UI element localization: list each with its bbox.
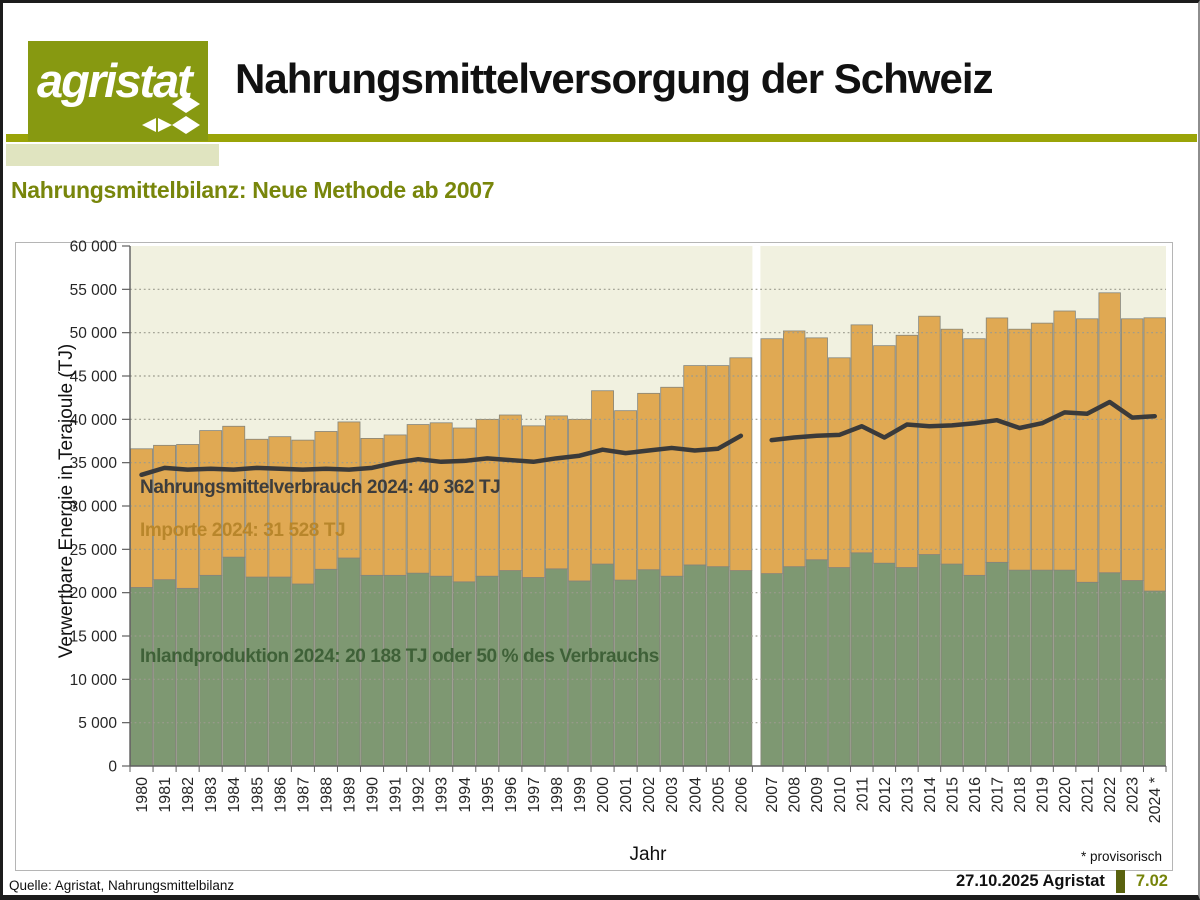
svg-text:1982: 1982 [180, 777, 197, 813]
svg-text:1994: 1994 [457, 777, 474, 813]
svg-text:1983: 1983 [203, 777, 220, 813]
svg-text:2015: 2015 [944, 777, 961, 813]
svg-text:2010: 2010 [832, 777, 849, 813]
svg-text:1996: 1996 [503, 777, 520, 813]
annotation-production: Inlandproduktion 2024: 20 188 TJ oder 50… [140, 646, 659, 667]
svg-text:2009: 2009 [809, 777, 826, 813]
svg-text:10 000: 10 000 [70, 672, 118, 689]
svg-text:1988: 1988 [318, 777, 335, 813]
svg-text:2014: 2014 [922, 777, 939, 813]
header-rule [6, 134, 1197, 142]
svg-text:2017: 2017 [990, 777, 1007, 813]
agristat-logo-icon [142, 95, 200, 134]
agristat-logo: agristat [28, 41, 208, 141]
chart-canvas: 0 5 000 10 000 15 000 20 000 25 000 30 000 35 0… [70, 239, 1167, 823]
svg-text:45 000: 45 000 [70, 369, 118, 386]
bars-imports [130, 292, 1166, 592]
svg-text:1991: 1991 [388, 777, 405, 813]
svg-text:2004: 2004 [687, 777, 704, 813]
svg-text:2002: 2002 [641, 777, 658, 813]
svg-text:1985: 1985 [249, 777, 266, 813]
svg-text:2016: 2016 [967, 777, 984, 813]
annotation-consumption: Nahrungsmittelverbrauch 2024: 40 362 TJ [140, 477, 501, 498]
svg-text:30 000: 30 000 [70, 499, 118, 516]
svg-text:1992: 1992 [411, 777, 428, 813]
svg-text:55 000: 55 000 [70, 282, 118, 299]
consumption-line-new-method [769, 399, 1157, 443]
svg-text:1990: 1990 [365, 777, 382, 813]
x-axis-labels: 1980 1981 1982 1983 1984 1985 1986 1987 1988 1989… [134, 777, 1164, 823]
y-axis-title: Verwertbare Energie in Terajoule (TJ) [56, 343, 77, 659]
agristat-logo-text: agristat [37, 54, 193, 107]
source-note: Quelle: Agristat, Nahrungsmittelbilanz [9, 878, 235, 893]
subtitle: Nahrungsmittelbilanz: Neue Methode ab 20… [11, 177, 495, 203]
svg-text:2006: 2006 [733, 777, 750, 813]
footer-accent-bar-icon [1115, 870, 1125, 893]
logo-strip [6, 144, 219, 166]
svg-text:1987: 1987 [295, 777, 312, 813]
footer: Quelle: Agristat, Nahrungsmittelbilanz 2… [9, 870, 1168, 893]
page-title: Nahrungsmittelversorgung der Schweiz [235, 55, 993, 102]
svg-text:20 000: 20 000 [70, 585, 118, 602]
svg-text:1980: 1980 [134, 777, 151, 813]
svg-text:2023: 2023 [1125, 777, 1142, 813]
svg-text:2001: 2001 [618, 777, 635, 813]
svg-text:2005: 2005 [710, 777, 727, 813]
svg-text:1995: 1995 [480, 777, 497, 813]
svg-text:1997: 1997 [526, 777, 543, 813]
svg-text:2000: 2000 [595, 777, 612, 813]
y-axis-labels: 0 5 000 10 000 15 000 20 000 25 000 30 000 35 0… [70, 239, 118, 776]
svg-text:1986: 1986 [272, 777, 289, 813]
footnote-provisional: * provisorisch [1080, 849, 1162, 864]
svg-text:2022: 2022 [1102, 777, 1119, 813]
svg-text:2018: 2018 [1012, 777, 1029, 813]
svg-text:1998: 1998 [549, 777, 566, 813]
svg-text:2013: 2013 [899, 777, 916, 813]
svg-text:2003: 2003 [664, 777, 681, 813]
svg-text:2012: 2012 [877, 777, 894, 813]
page-ref: 7.02 [1135, 872, 1168, 890]
svg-text:15 000: 15 000 [70, 629, 118, 646]
svg-text:0: 0 [108, 759, 117, 776]
svg-text:2024 *: 2024 * [1147, 777, 1164, 823]
svg-text:1981: 1981 [157, 777, 174, 813]
svg-text:60 000: 60 000 [70, 239, 118, 256]
consumption-line-old-method [139, 433, 744, 478]
svg-text:50 000: 50 000 [70, 325, 118, 342]
svg-text:35 000: 35 000 [70, 455, 118, 472]
svg-text:5 000: 5 000 [78, 715, 117, 732]
svg-text:1999: 1999 [572, 777, 589, 813]
svg-text:2008: 2008 [787, 777, 804, 813]
svg-text:2020: 2020 [1057, 777, 1074, 813]
svg-text:2021: 2021 [1080, 777, 1097, 813]
footer-right: 27.10.2025 Agristat 7.02 [956, 870, 1168, 893]
footer-date-author: 27.10.2025 Agristat [955, 872, 1105, 890]
svg-text:25 000: 25 000 [70, 542, 118, 559]
x-axis-title: Jahr [629, 844, 667, 865]
bars-production [130, 552, 1166, 767]
svg-text:1989: 1989 [341, 777, 358, 813]
svg-text:2019: 2019 [1035, 777, 1052, 813]
svg-text:1993: 1993 [434, 777, 451, 813]
svg-text:2007: 2007 [764, 777, 781, 813]
x-axis-ticks [129, 766, 1167, 772]
svg-text:2011: 2011 [854, 777, 871, 812]
svg-text:40 000: 40 000 [70, 412, 118, 429]
y-axis-ticks [122, 245, 130, 767]
svg-text:1984: 1984 [226, 777, 243, 813]
annotation-imports: Importe 2024: 31 528 TJ [140, 520, 346, 541]
